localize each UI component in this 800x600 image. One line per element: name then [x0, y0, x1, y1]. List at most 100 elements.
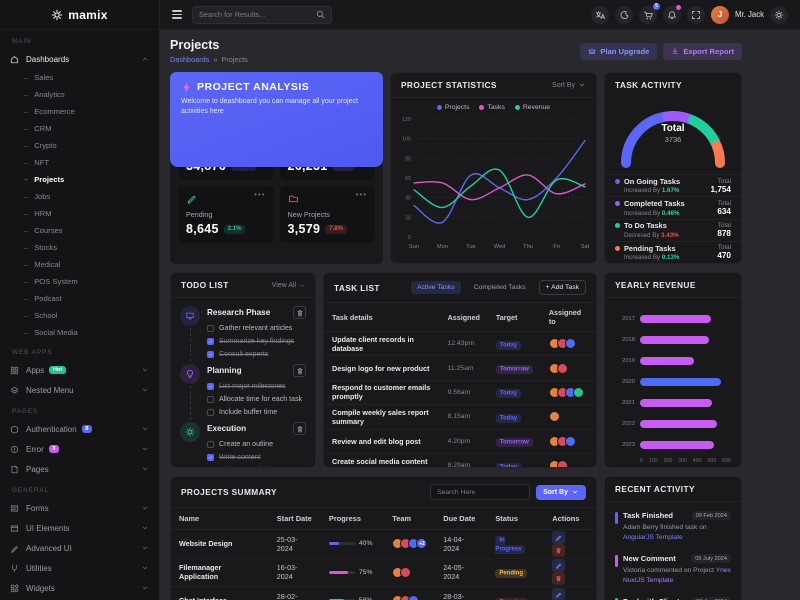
add-task-button[interactable]: + Add Task — [538, 280, 586, 295]
sidebar-item-error[interactable]: Error 3 — [0, 439, 159, 459]
legend-revenue[interactable]: Revenue — [514, 104, 550, 111]
sidebar-item-advanced-ui[interactable]: Advanced UI — [0, 538, 159, 558]
sidebar-subitem-projects[interactable]: – Projects — [24, 175, 65, 184]
todo-item: List major milestones — [207, 382, 306, 390]
sidebar-subitem-nft[interactable]: – NFT — [24, 158, 49, 167]
todo-checkbox[interactable] — [207, 440, 214, 448]
tile-menu-button[interactable]: ••• — [355, 190, 367, 200]
edit-button[interactable] — [552, 559, 566, 573]
yearly-revenue-title: YEARLY REVENUE — [615, 280, 696, 290]
edit-button[interactable] — [552, 587, 566, 600]
revenue-bar[interactable] — [640, 314, 711, 323]
plan-upgrade-button[interactable]: Plan Upgrade — [580, 42, 658, 60]
legend-tasks[interactable]: Tasks — [479, 104, 505, 111]
task-row[interactable]: Review and edit blog post 4.20pm Tomorro… — [324, 429, 596, 454]
revenue-bar[interactable] — [640, 335, 709, 344]
revenue-bar[interactable] — [640, 377, 722, 386]
delete-button[interactable] — [552, 543, 566, 557]
sidebar-subitem-hrm[interactable]: – HRM — [24, 209, 52, 218]
sidebar-subitem-analytics[interactable]: – Analytics — [24, 90, 65, 99]
sidebar-subitem-ecommerce[interactable]: – Ecommerce — [24, 107, 75, 116]
task-row[interactable]: Update client records in database 12.43p… — [324, 331, 596, 357]
sidebar-subitem-crm[interactable]: – CRM — [24, 124, 52, 133]
sidebar-item-forms[interactable]: Forms — [0, 498, 159, 518]
summary-search-input[interactable] — [430, 484, 531, 500]
revenue-bar[interactable] — [640, 398, 713, 407]
sidebar-subitem-crypto[interactable]: – Crypto — [24, 141, 57, 150]
todo-checkbox[interactable] — [207, 395, 214, 403]
legend-projects[interactable]: Projects — [436, 104, 469, 111]
avatar-more-badge[interactable]: +2 — [416, 538, 428, 550]
sidebar-item-ui-elements[interactable]: UI Elements — [0, 518, 159, 538]
sidebar-item-utilities[interactable]: Utilities — [0, 558, 159, 578]
todo-checkbox[interactable] — [207, 337, 214, 345]
todo-checkbox[interactable] — [207, 408, 214, 416]
moon-icon[interactable] — [614, 5, 633, 24]
sidebar-item-nested-menu[interactable]: Nested Menu — [0, 380, 159, 400]
todo-view-all-link[interactable]: View All → — [271, 281, 305, 289]
activity-link[interactable]: AngularJS Template — [623, 534, 683, 542]
project-row[interactable]: Chat Interface 28-02-2024 58% 28-03-2024… — [171, 586, 596, 600]
revenue-bar[interactable] — [640, 356, 694, 365]
sidebar-subitem-sales[interactable]: – Sales — [24, 73, 54, 82]
tab-active-tasks[interactable]: Active Tasks — [411, 281, 461, 294]
sidebar-subitem-pos-system[interactable]: – POS System — [24, 277, 78, 286]
settings-gear-icon[interactable] — [770, 5, 788, 24]
avatar[interactable] — [572, 386, 584, 398]
trash-icon[interactable] — [293, 306, 306, 319]
todo-checkbox[interactable] — [207, 382, 214, 390]
edit-button[interactable] — [552, 530, 566, 544]
trash-icon[interactable] — [293, 422, 306, 435]
todo-checkbox[interactable] — [207, 453, 214, 461]
translate-icon[interactable] — [590, 5, 609, 24]
sidebar-subitem-social-media[interactable]: – Social Media — [24, 328, 78, 337]
expand-icon[interactable] — [686, 5, 705, 24]
breadcrumb-dashboards[interactable]: Dashboards — [170, 55, 210, 64]
avatar[interactable] — [556, 362, 568, 374]
brand-logo[interactable]: mamix — [0, 0, 159, 30]
todo-checkbox[interactable] — [207, 324, 214, 332]
cart-icon[interactable]: 5 — [638, 2, 660, 24]
delete-button[interactable] — [552, 572, 566, 586]
task-row[interactable]: Respond to customer emails promptly 9.56… — [324, 380, 596, 406]
hamburger-menu-icon[interactable] — [172, 10, 182, 19]
avatar[interactable] — [556, 460, 568, 467]
todo-checkbox[interactable] — [207, 466, 214, 467]
trash-icon[interactable] — [293, 364, 306, 377]
activity-link[interactable]: Ynex NuxtJS Template — [623, 567, 731, 585]
sidebar-subitem-school[interactable]: – School — [24, 311, 58, 320]
sidebar-item-apps[interactable]: Apps Hot — [0, 360, 159, 380]
avatar[interactable] — [564, 435, 576, 447]
task-row[interactable]: Design logo for new product 11.25am Tomo… — [324, 355, 596, 381]
project-row[interactable]: Filemanager Application 16-03-2024 75% 2… — [171, 558, 596, 588]
search-icon[interactable] — [316, 10, 325, 19]
sidebar-item-pages[interactable]: Pages — [0, 459, 159, 479]
sidebar-subitem-jobs[interactable]: – Jobs — [24, 192, 51, 201]
project-row[interactable]: Website Design 25-03-2024 40% +2 14-04-2… — [171, 529, 596, 559]
avatar[interactable] — [548, 411, 560, 423]
bell-icon[interactable] — [662, 4, 681, 24]
todo-checkbox[interactable] — [207, 350, 214, 358]
user-name[interactable]: Mr. Jack — [734, 10, 764, 19]
avatar[interactable] — [400, 566, 412, 578]
search-input[interactable] — [199, 10, 312, 19]
sidebar-item-authentication[interactable]: Authentication 8 — [0, 419, 159, 439]
revenue-bar[interactable] — [640, 440, 715, 449]
avatar[interactable] — [408, 595, 420, 600]
tile-menu-button[interactable]: ••• — [254, 190, 266, 200]
task-row[interactable]: Create social media content calendar 8.2… — [324, 453, 596, 467]
avatar[interactable] — [564, 338, 576, 350]
sidebar-item-widgets[interactable]: Widgets — [0, 578, 159, 598]
tab-completed-tasks[interactable]: Completed Tasks — [473, 284, 526, 291]
sidebar-subitem-medical[interactable]: – Medical — [24, 260, 61, 269]
sidebar-subitem-podcast[interactable]: – Podcast — [24, 294, 62, 303]
export-report-button[interactable]: Export Report — [663, 42, 742, 60]
sidebar-subitem-courses[interactable]: – Courses — [24, 226, 63, 235]
task-row[interactable]: Compile weekly sales report summary 8.15… — [324, 404, 596, 430]
summary-sortby-button[interactable]: Sort By — [536, 484, 586, 500]
avatar[interactable]: J — [710, 5, 729, 24]
sidebar-subitem-stocks[interactable]: – Stocks — [24, 243, 58, 252]
revenue-bar[interactable] — [640, 419, 717, 428]
statistics-sortby-dropdown[interactable]: Sort By — [552, 81, 586, 89]
sidebar-item-dashboards[interactable]: Dashboards — [0, 49, 159, 69]
